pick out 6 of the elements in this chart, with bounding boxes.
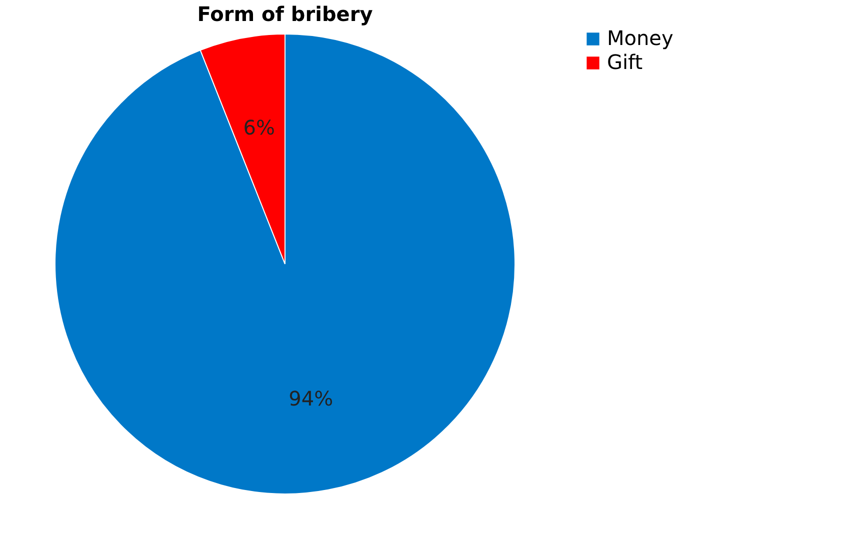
legend-label: Money (607, 26, 674, 50)
chart-title: Form of bribery (197, 2, 373, 26)
data-label: 94% (288, 386, 334, 411)
legend-label: Gift (607, 50, 643, 74)
pie-slice (54, 34, 516, 494)
data-label: 6% (243, 115, 276, 140)
